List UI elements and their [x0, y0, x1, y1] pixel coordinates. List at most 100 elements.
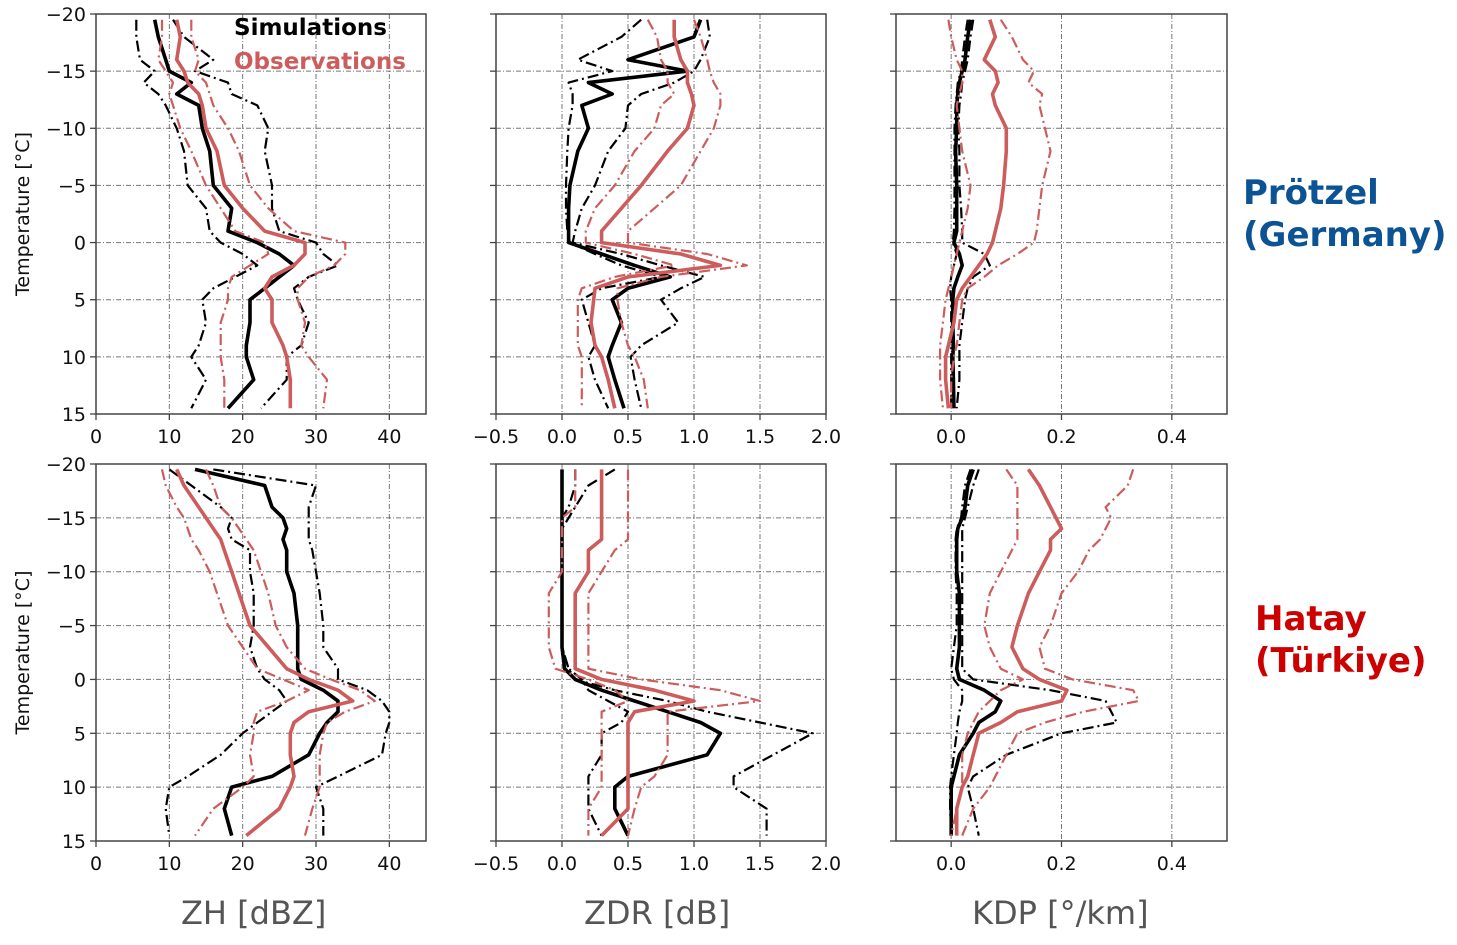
obs-median-line: [174, 19, 307, 409]
panel-zh-prtzel: 0 10 20 30 40 −20 −15 −10 −5 0 5 10 15 Temperature [°…: [12, 4, 427, 448]
sim-lower-line: [948, 469, 972, 836]
obs-upper-line: [190, 19, 347, 409]
legend-observations: Observations: [234, 49, 406, 75]
y-tick-label: −10: [46, 118, 86, 140]
sim-upper-line: [560, 468, 814, 836]
y-tick-label: 15: [62, 404, 86, 426]
sim-lower-line: [560, 469, 630, 837]
sim-upper-line: [213, 468, 391, 836]
y-tick-label: −15: [46, 508, 86, 530]
site-name-hatay: Hatay: [1255, 599, 1367, 639]
x-tick-label: 0.0: [547, 853, 577, 875]
x-tick-label: 1.5: [745, 853, 775, 875]
site-label-hatay: Hatay (Türkiye): [1255, 598, 1427, 682]
sim-median-line: [152, 19, 296, 410]
y-axis-label: Temperature [°C]: [12, 132, 34, 297]
y-tick-label: −15: [46, 61, 86, 83]
x-tick-label: 40: [377, 426, 401, 448]
obs-lower-line: [950, 468, 1025, 836]
xlabel-zh: ZH [dBZ]: [181, 894, 327, 932]
obs-median-line: [943, 19, 1009, 409]
obs-upper-line: [587, 469, 762, 836]
obs-lower-line: [938, 19, 972, 409]
x-tick-label: 30: [304, 426, 328, 448]
y-tick-label: 15: [62, 831, 86, 853]
x-tick-label: 0: [90, 426, 102, 448]
obs-upper-line: [204, 468, 376, 836]
xlabel-kdp: KDP [°/km]: [972, 894, 1149, 932]
y-tick-label: 5: [74, 290, 86, 312]
panel-zdr-hatay: −0.5 0.0 0.5 1.0 1.5 2.0: [473, 463, 841, 875]
x-tick-label: 1.5: [745, 426, 775, 448]
y-tick-label: 5: [74, 723, 86, 745]
sim-upper-line: [172, 19, 340, 410]
site-label-protzel: Prötzel (Germany): [1243, 172, 1447, 256]
x-tick-label: 0.5: [613, 853, 643, 875]
y-tick-label: 10: [62, 347, 86, 369]
x-tick-label: 2.0: [811, 426, 841, 448]
obs-lower-line: [547, 469, 630, 836]
sim-lower-line: [164, 468, 288, 836]
obs-median-line: [954, 468, 1069, 836]
sim-lower-line: [135, 19, 259, 409]
x-tick-label: 1.0: [679, 426, 709, 448]
y-tick-label: 0: [74, 669, 86, 691]
xlabel-zdr: ZDR [dB]: [584, 894, 731, 932]
y-tick-label: 10: [62, 777, 86, 799]
y-tick-label: −20: [46, 454, 86, 476]
sim-median-line: [566, 19, 703, 409]
y-tick-label: −5: [58, 175, 86, 197]
obs-lower-line: [160, 469, 310, 837]
x-tick-label: 0.2: [1046, 853, 1076, 875]
x-tick-label: 30: [304, 853, 328, 875]
y-tick-label: −10: [46, 562, 86, 584]
axes-frame: [95, 13, 427, 415]
x-tick-label: 10: [157, 426, 181, 448]
site-country-turkiye: (Türkiye): [1255, 641, 1427, 681]
panel-kdp-hatay: 0.0 0.2 0.4: [890, 463, 1228, 875]
obs-median-line: [175, 468, 355, 837]
x-tick-label: 0.0: [936, 426, 966, 448]
x-tick-label: 0.0: [547, 426, 577, 448]
x-tick-label: 0.4: [1157, 853, 1187, 875]
x-tick-label: 0.5: [613, 426, 643, 448]
x-tick-label: −0.5: [473, 426, 519, 448]
x-tick-label: 40: [377, 853, 401, 875]
x-tick-label: 0: [90, 853, 102, 875]
sim-median-line: [560, 469, 723, 837]
x-tick-label: 20: [231, 426, 255, 448]
sim-upper-line: [961, 469, 1118, 836]
x-tick-label: 0.0: [936, 853, 966, 875]
obs-lower-line: [157, 19, 270, 409]
panel-zdr-prtzel: −0.5 0.0 0.5 1.0 1.5 2.0: [473, 13, 841, 448]
x-tick-label: −0.5: [473, 853, 519, 875]
obs-upper-line: [961, 469, 1140, 837]
panel-zh-hatay: 0 10 20 30 40 −20 −15 −10 −5 0 5 10 15 Temperature [°…: [12, 454, 427, 875]
panel-kdp-prtzel: 0.0 0.2 0.4: [890, 13, 1228, 448]
sim-median-line: [194, 467, 340, 837]
axes-frame: [495, 463, 827, 842]
obs-upper-line: [950, 19, 1052, 409]
obs-lower-line: [576, 19, 676, 409]
obs-median-line: [573, 469, 696, 837]
axes-frame: [95, 463, 427, 842]
x-tick-label: 0.2: [1046, 426, 1076, 448]
y-tick-label: 0: [74, 233, 86, 255]
y-tick-label: −20: [46, 4, 86, 26]
legend-simulations: Simulations: [234, 15, 387, 41]
x-tick-label: 20: [231, 853, 255, 875]
sim-lower-line: [948, 19, 969, 409]
y-tick-label: −5: [58, 616, 86, 638]
y-axis-label: Temperature [°C]: [12, 571, 34, 736]
x-tick-label: 1.0: [679, 853, 709, 875]
x-tick-label: 10: [157, 853, 181, 875]
obs-median-line: [589, 19, 723, 409]
sim-median-line: [949, 468, 1003, 836]
x-tick-label: 2.0: [811, 853, 841, 875]
site-name-protzel: Prötzel: [1243, 173, 1379, 213]
axes-frame: [495, 13, 827, 415]
site-country-germany: (Germany): [1243, 215, 1447, 255]
x-tick-label: 0.4: [1157, 426, 1187, 448]
sim-upper-line: [571, 19, 711, 409]
